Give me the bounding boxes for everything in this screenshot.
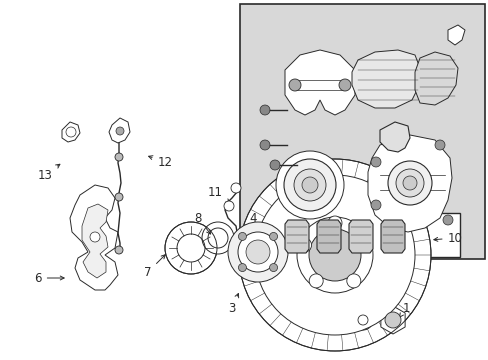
Circle shape <box>238 264 246 271</box>
Polygon shape <box>380 306 404 334</box>
Text: 2: 2 <box>338 324 350 337</box>
Polygon shape <box>447 25 464 45</box>
Circle shape <box>207 228 227 248</box>
Polygon shape <box>380 220 404 253</box>
Bar <box>240 4 484 259</box>
Text: 6: 6 <box>34 271 64 284</box>
Circle shape <box>202 222 234 254</box>
Circle shape <box>238 233 246 240</box>
Circle shape <box>269 233 277 240</box>
Text: 1: 1 <box>399 302 409 318</box>
Polygon shape <box>62 122 80 142</box>
Polygon shape <box>70 185 118 290</box>
Text: 5: 5 <box>267 221 276 243</box>
Circle shape <box>224 201 234 211</box>
Circle shape <box>230 183 241 193</box>
Circle shape <box>275 151 343 219</box>
Circle shape <box>395 169 423 197</box>
Text: 8: 8 <box>194 212 210 234</box>
Polygon shape <box>316 220 340 253</box>
Circle shape <box>116 127 124 135</box>
Circle shape <box>90 232 100 242</box>
Circle shape <box>346 274 360 288</box>
Text: 11: 11 <box>207 185 229 203</box>
Polygon shape <box>379 122 409 152</box>
Circle shape <box>370 157 380 167</box>
Circle shape <box>239 159 430 351</box>
Circle shape <box>254 175 414 335</box>
Circle shape <box>115 153 123 161</box>
Circle shape <box>66 127 76 137</box>
Circle shape <box>370 200 380 210</box>
Circle shape <box>327 216 341 230</box>
Polygon shape <box>367 135 451 232</box>
Circle shape <box>434 140 444 150</box>
Text: 4: 4 <box>249 212 260 237</box>
Circle shape <box>260 105 269 115</box>
Circle shape <box>115 193 123 201</box>
Text: 13: 13 <box>38 164 60 181</box>
Circle shape <box>357 315 367 325</box>
Circle shape <box>227 222 287 282</box>
Text: 9: 9 <box>330 257 343 274</box>
Circle shape <box>293 169 325 201</box>
Circle shape <box>260 140 269 150</box>
Circle shape <box>296 217 372 293</box>
Bar <box>264 213 459 257</box>
Circle shape <box>384 312 400 328</box>
Circle shape <box>245 240 269 264</box>
Polygon shape <box>82 204 108 278</box>
Circle shape <box>442 215 452 225</box>
Circle shape <box>352 310 372 330</box>
Polygon shape <box>285 50 354 115</box>
Circle shape <box>302 177 317 193</box>
Circle shape <box>238 232 278 272</box>
Polygon shape <box>348 220 372 253</box>
Circle shape <box>308 229 360 281</box>
Text: 12: 12 <box>148 156 172 168</box>
Circle shape <box>164 222 217 274</box>
Circle shape <box>402 176 416 190</box>
Circle shape <box>115 246 123 254</box>
Circle shape <box>269 264 277 271</box>
Circle shape <box>358 238 372 252</box>
Text: 10: 10 <box>433 231 462 244</box>
Polygon shape <box>109 118 130 143</box>
Polygon shape <box>414 52 457 105</box>
Circle shape <box>269 160 280 170</box>
Circle shape <box>284 159 335 211</box>
Circle shape <box>338 79 350 91</box>
Circle shape <box>387 161 431 205</box>
Text: 7: 7 <box>144 255 165 279</box>
Circle shape <box>297 238 311 252</box>
Polygon shape <box>351 50 419 108</box>
Circle shape <box>308 274 323 288</box>
Polygon shape <box>285 220 308 253</box>
Text: 3: 3 <box>228 293 238 315</box>
Circle shape <box>288 79 301 91</box>
